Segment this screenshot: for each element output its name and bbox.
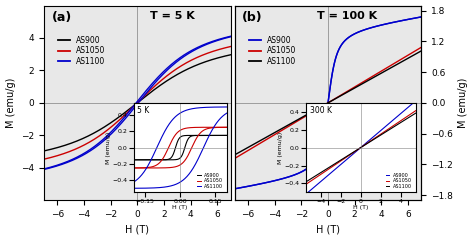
Text: T = 100 K: T = 100 K	[317, 11, 377, 21]
Y-axis label: M (emu/g): M (emu/g)	[458, 78, 468, 128]
Legend: AS900, AS1050, AS1100: AS900, AS1050, AS1100	[55, 33, 108, 69]
X-axis label: H (T): H (T)	[316, 224, 340, 234]
Text: T = 5 K: T = 5 K	[150, 11, 195, 21]
X-axis label: H (T): H (T)	[125, 224, 149, 234]
Text: (a): (a)	[51, 11, 72, 24]
Text: (b): (b)	[242, 11, 263, 24]
Legend: AS900, AS1050, AS1100: AS900, AS1050, AS1100	[246, 33, 299, 69]
Y-axis label: M (emu/g): M (emu/g)	[6, 78, 16, 128]
